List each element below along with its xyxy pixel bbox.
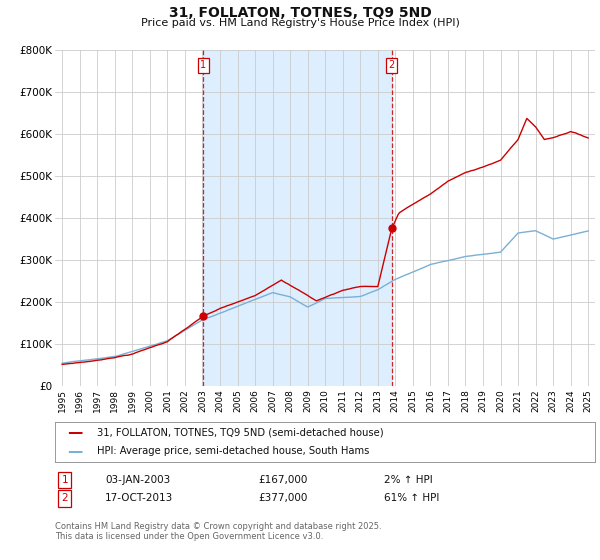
Text: 2: 2	[61, 493, 68, 503]
Text: 2% ↑ HPI: 2% ↑ HPI	[384, 475, 433, 485]
Text: 31, FOLLATON, TOTNES, TQ9 5ND (semi-detached house): 31, FOLLATON, TOTNES, TQ9 5ND (semi-deta…	[97, 428, 384, 437]
Text: 1: 1	[61, 475, 68, 485]
Text: 2: 2	[389, 60, 395, 71]
Text: —: —	[67, 444, 83, 459]
Text: £377,000: £377,000	[258, 493, 307, 503]
Text: £167,000: £167,000	[258, 475, 307, 485]
Bar	[203, 50, 392, 386]
Text: Price paid vs. HM Land Registry's House Price Index (HPI): Price paid vs. HM Land Registry's House …	[140, 18, 460, 28]
Text: —: —	[67, 425, 83, 440]
Text: 1: 1	[200, 60, 206, 71]
Text: 03-JAN-2003: 03-JAN-2003	[105, 475, 170, 485]
Text: Contains HM Land Registry data © Crown copyright and database right 2025.
This d: Contains HM Land Registry data © Crown c…	[55, 522, 382, 542]
Text: 17-OCT-2013: 17-OCT-2013	[105, 493, 173, 503]
Text: 61% ↑ HPI: 61% ↑ HPI	[384, 493, 439, 503]
Text: HPI: Average price, semi-detached house, South Hams: HPI: Average price, semi-detached house,…	[97, 446, 370, 456]
Text: 31, FOLLATON, TOTNES, TQ9 5ND: 31, FOLLATON, TOTNES, TQ9 5ND	[169, 6, 431, 20]
